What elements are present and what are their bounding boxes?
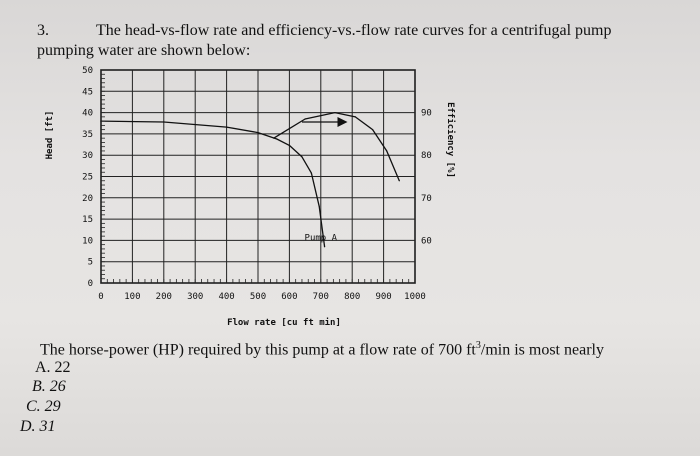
chart-ticks [100,69,416,284]
y-left-tick-label: 40 [82,109,93,119]
prompt-text-before-exponent: The horse-power (HP) required by this pu… [40,341,476,359]
y-left-tick-label: 20 [82,194,93,204]
y-left-tick-label: 50 [82,66,93,76]
head-curve-point [323,246,326,248]
efficiency-curve-point [334,112,336,114]
efficiency-curve [273,111,400,182]
prompt-text-after-exponent: /min is most nearly [480,341,604,359]
efficiency-curve-point [273,137,275,139]
answer-option-c[interactable]: C. 29 [26,398,61,415]
x-tick-label: 100 [124,292,140,302]
y-left-tick-label: 45 [82,87,93,97]
efficiency-curve-point [386,150,388,152]
y-left-tick-label: 10 [82,236,93,246]
efficiency-curve-point [354,116,356,118]
pump-a-label: Pump A [305,233,338,243]
y-right-tick-label: 90 [421,109,432,119]
efficiency-curve-point [372,129,374,131]
head-curve-point [301,156,303,158]
y-left-axis-label: Head [ft] [45,111,55,160]
question-prompt: The horse-power (HP) required by this pu… [40,340,604,359]
answer-option-a[interactable]: A. 22 [35,359,71,376]
head-curve-point [163,121,165,123]
x-tick-label: 900 [375,292,391,302]
answer-option-b[interactable]: B. 26 [32,378,66,395]
x-tick-label: 300 [187,292,203,302]
head-curve [100,120,326,247]
head-curve-point [226,126,228,128]
x-tick-label: 400 [218,292,234,302]
head-curve-point [288,144,290,147]
y-right-tick-label: 60 [421,236,432,246]
chart-labels: 0 100 200 300 400 500 600 700 800 900 1000 0 5 10 15 20… [45,66,456,328]
x-tick-label: 800 [344,292,360,302]
question-number: 3. [37,22,49,39]
head-curve-point [276,138,278,140]
x-tick-label: 600 [281,292,297,302]
answer-option-d[interactable]: D. 31 [20,418,56,435]
efficiency-curve-point [304,118,306,120]
y-right-tick-label: 70 [421,194,432,204]
head-curve-point [318,205,320,207]
chart-curves [100,111,400,248]
x-tick-label: 500 [250,292,266,302]
y-right-tick-label: 80 [421,151,432,161]
y-left-tick-label: 0 [88,279,93,289]
efficiency-curve-point [398,180,400,182]
y-left-tick-label: 25 [82,173,93,183]
head-curve-point [310,172,312,174]
y-left-tick-label: 35 [82,130,93,140]
x-tick-label: 0 [98,292,103,302]
y-right-axis-label: Efficiency [%] [445,102,456,178]
x-axis-label: Flow rate [cu ft min] [227,317,341,328]
y-left-tick-label: 30 [82,151,93,161]
question-text-line1: The head-vs-flow rate and efficiency-vs.… [96,22,612,39]
question-text-line2: pumping water are shown below: [37,42,251,59]
head-axis-arrow-icon [337,116,348,127]
y-left-tick-label: 5 [88,258,93,268]
prompt-exponent: 3 [475,340,481,351]
head-curve-point [257,132,259,134]
x-tick-label: 200 [156,292,172,302]
y-left-tick-label: 15 [82,215,93,225]
chart-grid [100,69,416,284]
x-tick-label: 700 [313,292,329,302]
x-tick-label: 1000 [404,292,426,302]
